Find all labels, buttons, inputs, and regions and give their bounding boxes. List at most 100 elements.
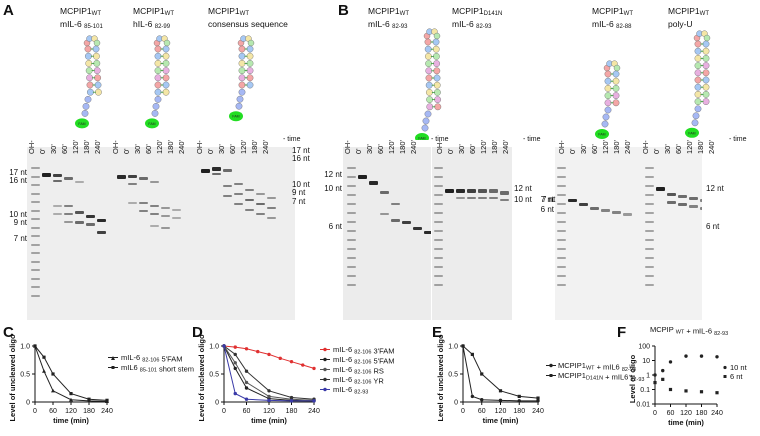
nucleotide — [604, 70, 612, 78]
gel-band — [645, 248, 654, 250]
size-marker-a_right-2: 10 nt — [292, 180, 310, 189]
data-point — [517, 399, 521, 403]
legend-e-0: MCPIP1WT + mIL6 82-93 — [558, 361, 636, 373]
gel-b3b-time-0: OH- — [641, 140, 650, 154]
gel-band — [623, 213, 632, 216]
y-tick-label: 10 — [642, 358, 650, 365]
legend-c-0: mIL-6 82-106 5'FAM — [121, 353, 183, 364]
gel-band — [31, 286, 40, 288]
gel-band — [434, 275, 443, 277]
nucleotide — [612, 85, 620, 92]
gel-a1-time-5: 180' — [82, 140, 91, 154]
gel-band — [347, 167, 356, 169]
header-a3: MCPIP1WT consensus sequence — [208, 6, 288, 29]
legend-marker — [723, 375, 727, 378]
gel-band — [267, 207, 276, 209]
nucleotide — [612, 99, 620, 107]
nucleotide — [154, 74, 162, 82]
gel-a3-time-1: 0' — [206, 148, 215, 154]
gel-band — [557, 248, 566, 250]
nucleotide — [246, 52, 254, 60]
gel-band — [667, 201, 676, 204]
gel-band — [31, 201, 40, 203]
tail-nucleotide — [84, 96, 92, 103]
gel-band — [434, 203, 443, 205]
gel-a3-time-5: 180' — [250, 140, 259, 154]
gel-band — [347, 275, 356, 277]
data-point — [289, 359, 294, 364]
gel-band — [128, 175, 137, 178]
gel-band — [161, 227, 170, 229]
hairpin-a3: FAM — [229, 35, 255, 122]
gel-b1-lane-2 — [369, 147, 378, 320]
data-point — [233, 352, 237, 357]
gel-band — [161, 215, 170, 217]
gel-b1-lane-3 — [380, 147, 389, 320]
gel-band — [402, 221, 411, 224]
gel-band — [380, 191, 389, 194]
chart-f-title: MCPIP WT + mIL-6 82-93 — [650, 325, 728, 337]
header-b3: MCPIP1WT mIL-6 82-88 — [592, 6, 633, 30]
series-line-0 — [34, 345, 108, 402]
y-axis-label: Level of uncleaved oligo — [436, 334, 445, 422]
gel-b3a-time-2: 30' — [579, 144, 588, 154]
legend-marker — [323, 357, 327, 362]
y-tick-label: 1 — [646, 373, 650, 380]
nucleotide — [702, 98, 710, 106]
gel-band — [434, 239, 443, 241]
x-tick-label: 0 — [461, 408, 465, 415]
gel-b2-lane-4 — [478, 147, 487, 320]
gel-band — [31, 294, 40, 297]
data-point — [661, 377, 665, 381]
gel-band — [347, 203, 356, 205]
gel-band — [139, 202, 148, 204]
gel-b3-lane-12 — [689, 147, 698, 320]
nucleotide — [85, 67, 93, 75]
gel-band — [557, 194, 566, 196]
gel-b2-time-suffix: - time — [523, 136, 541, 143]
nucleotide — [424, 53, 432, 60]
gel-band — [434, 212, 443, 214]
header-b4: MCPIP1WT poly-U — [668, 6, 709, 29]
data-point — [684, 389, 688, 393]
legend-marker — [323, 387, 327, 392]
gel-band — [347, 284, 356, 286]
gel-b3a-time-3: 60' — [590, 144, 599, 154]
data-point — [289, 399, 294, 403]
data-point — [42, 355, 46, 359]
y-tick-label: 0 — [215, 400, 219, 407]
fam-label: FAM — [78, 122, 85, 126]
tail-nucleotide — [236, 95, 244, 103]
legend-f-1: 6 nt — [730, 372, 743, 381]
data-point — [244, 380, 249, 385]
data-point — [267, 352, 271, 357]
nucleotide — [702, 62, 710, 69]
gel-band — [347, 176, 356, 178]
legend-d-0: mIL-6 82-106 3'FAM — [333, 345, 395, 356]
chart-f: 0 60 120 180 240 0.01 0.1 1 10 100 time (min) Level… — [628, 325, 748, 427]
data-point — [653, 380, 657, 385]
header-a2: MCPIP1WT hIL-6 82-99 — [133, 6, 174, 30]
data-point — [87, 397, 91, 401]
gel-band — [568, 199, 577, 202]
hairpin-a1: FAM — [75, 35, 102, 129]
gel-band — [645, 275, 654, 277]
fam-label: FAM — [148, 122, 155, 126]
gel-band — [31, 218, 40, 220]
gel-band — [434, 167, 443, 169]
gel-band — [64, 221, 73, 223]
nucleotide — [93, 60, 101, 67]
gel-a-3-lane-3 — [234, 147, 243, 320]
gel-b3a-time-1: 0' — [568, 148, 577, 154]
gel-a2-time-1: 0' — [122, 148, 131, 154]
size-marker-b3_left-1: 6 nt — [540, 205, 554, 214]
tail-nucleotide — [694, 105, 702, 113]
size-marker-b3_left-0: 7 nt — [540, 195, 554, 204]
gel-band — [150, 181, 159, 183]
data-point — [461, 344, 465, 348]
gel-b3-lane-7 — [634, 147, 643, 320]
gel-band — [358, 175, 367, 179]
y-tick-label: 0.01 — [636, 402, 650, 409]
gel-a-1-lane-1 — [42, 147, 51, 320]
